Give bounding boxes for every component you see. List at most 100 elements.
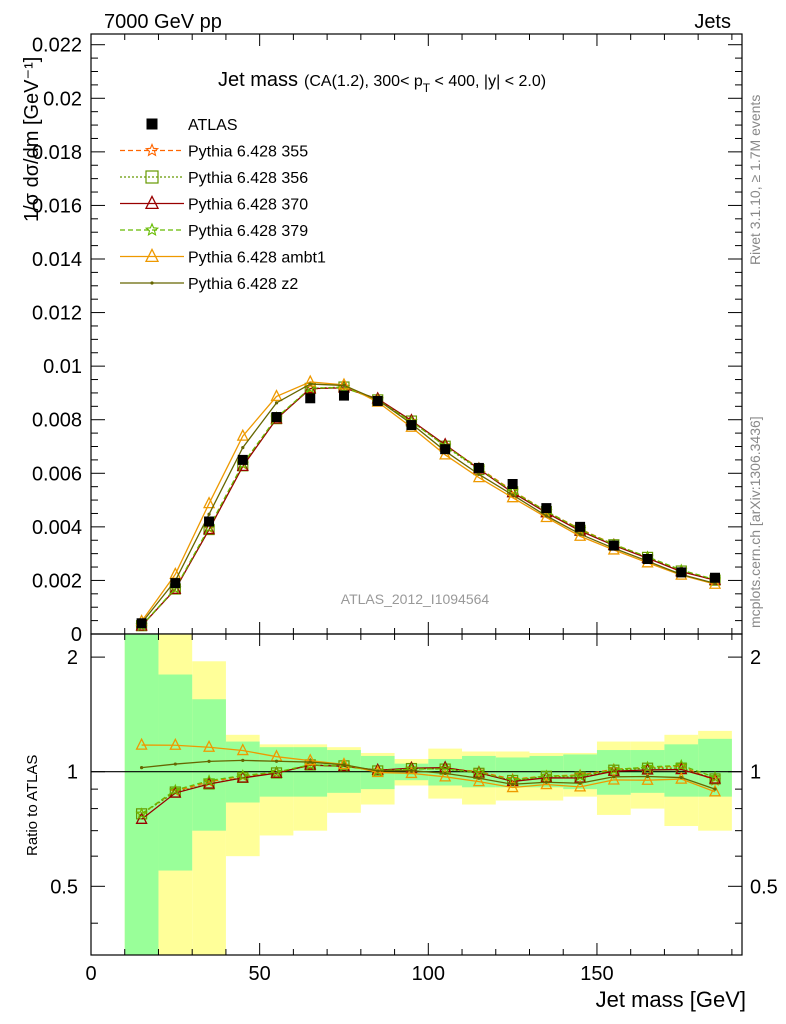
atlas-data-point	[541, 503, 552, 514]
legend-label: Pythia 6.428 370	[188, 197, 308, 214]
ratio-y-axis-label: Ratio to ATLAS	[24, 755, 41, 856]
y-tick-label: 0.006	[32, 463, 82, 485]
y-tick-label: 0.018	[32, 142, 82, 164]
ratio-point-5	[376, 769, 380, 773]
ratio-point-4	[135, 737, 148, 750]
legend-label: Pythia 6.428 ambt1	[188, 250, 326, 267]
y-tick-label: 0.004	[32, 517, 82, 539]
ratio-point-3	[371, 764, 384, 777]
ratio-point-4	[472, 774, 485, 787]
ratio-panel-frame: 0 50 100 150 0.5 0.5 1 1 2 2	[50, 34, 778, 985]
series-point-5	[578, 532, 582, 536]
ratio-point-5	[274, 759, 279, 763]
ratio-point-4	[607, 772, 620, 785]
legend-marker	[146, 118, 158, 130]
ratio-point-4	[574, 779, 587, 792]
ratio-point-3	[236, 769, 249, 781]
atlas-data-point	[204, 516, 215, 527]
plot-title-sub: (CA(1.2), 300< p	[304, 73, 423, 90]
series-line-4	[141, 381, 716, 622]
ratio-line-3	[141, 764, 716, 815]
ratio-point-4	[169, 737, 182, 750]
atlas-data-point	[473, 462, 484, 473]
series-point-5	[511, 493, 515, 497]
ratio-point-3	[607, 763, 620, 775]
main-panel-curves	[135, 374, 722, 632]
ratio-point-4	[405, 766, 418, 779]
ratio-y-tick-label: 1	[67, 762, 78, 784]
ratio-point-4	[236, 743, 249, 756]
series-point-5	[207, 512, 211, 516]
ratio-point-5	[713, 787, 717, 791]
atlas-data-point	[406, 420, 417, 431]
series-point-4	[270, 389, 283, 402]
series-line-3	[141, 386, 716, 627]
atlas-data-point	[507, 479, 518, 489]
legend-label: Pythia 6.428 356	[188, 170, 308, 187]
series-point-4	[304, 374, 317, 387]
ratio-y-tick-label: 0.5	[50, 876, 78, 898]
legend-marker	[144, 195, 160, 210]
series-line-5	[141, 383, 716, 624]
atlas-data-point	[372, 395, 383, 406]
ratio-point-5	[342, 763, 346, 767]
ratio-band-stat	[158, 674, 193, 871]
rivet-version-label: Rivet 3.1.10, ≥ 1.7M events	[747, 95, 763, 265]
ratio-band-stat	[124, 634, 159, 955]
ratio-point-5	[173, 762, 177, 766]
legend-label: Pythia 6.428 355	[188, 144, 308, 161]
y-tick-label: 0.02	[43, 88, 82, 110]
analysis-label: ATLAS_2012_I1094564	[341, 591, 490, 607]
legend-marker	[144, 222, 160, 237]
legend-marker	[144, 248, 160, 263]
plot-title-sub-tail: < 400, |y| < 2.0)	[430, 73, 546, 90]
atlas-data-point	[676, 567, 687, 578]
ratio-point-5	[645, 774, 650, 779]
ratio-point-5	[409, 769, 414, 773]
legend-marker	[144, 143, 160, 157]
atlas-data-point	[575, 521, 586, 532]
plot-title: Jet mass (CA(1.2), 300< pT < 400, |y| < 2…	[218, 69, 546, 95]
x-tick-label: 100	[412, 963, 445, 985]
ratio-point-3	[573, 769, 587, 782]
ratio-y-tick-label: 2	[67, 647, 78, 669]
ratio-point-3	[202, 774, 216, 786]
ratio-point-5	[544, 780, 548, 784]
ratio-point-4	[540, 777, 553, 790]
series-point-4	[236, 428, 249, 441]
atlas-data-point	[170, 578, 181, 589]
ratio-point-3	[641, 760, 654, 773]
series-point-5	[342, 383, 346, 388]
atlas-data-point	[136, 618, 147, 629]
x-tick-label: 0	[85, 963, 96, 985]
series-point-5	[274, 401, 279, 405]
ratio-point-5	[241, 758, 245, 763]
plot-title-main: Jet mass	[218, 69, 298, 91]
atlas-data-point	[642, 554, 653, 564]
ratio-y-tick-label-right: 0.5	[750, 876, 778, 898]
ratio-point-5	[511, 782, 515, 786]
legend-marker	[145, 170, 159, 184]
y-tick-label: 0	[71, 624, 82, 646]
y-tick-label: 0.014	[32, 249, 82, 271]
series-line-1	[141, 386, 716, 627]
ratio-point-5	[578, 781, 582, 785]
ratio-point-3	[135, 807, 148, 820]
ratio-y-tick-label-right: 1	[750, 762, 761, 784]
atlas-data-point	[608, 540, 619, 551]
header-right: Jets	[694, 11, 731, 33]
ratio-band-stat	[192, 699, 226, 831]
atlas-data-point	[338, 390, 349, 401]
series-line-0	[141, 386, 716, 627]
ratio-point-4	[304, 753, 317, 766]
ratio-point-3	[169, 783, 182, 796]
atlas-data-point	[305, 393, 316, 404]
ratio-point-4	[708, 784, 722, 797]
series-point-5	[544, 514, 548, 518]
ratio-line-4	[141, 744, 716, 793]
ratio-point-5	[139, 766, 144, 770]
ratio-point-2	[135, 811, 148, 824]
series-point-4	[203, 496, 216, 509]
legend-label: ATLAS	[188, 117, 238, 134]
